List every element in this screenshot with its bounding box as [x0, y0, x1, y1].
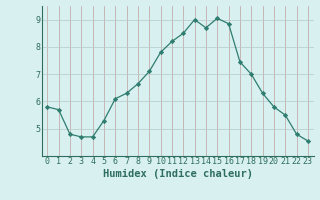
X-axis label: Humidex (Indice chaleur): Humidex (Indice chaleur): [103, 169, 252, 179]
